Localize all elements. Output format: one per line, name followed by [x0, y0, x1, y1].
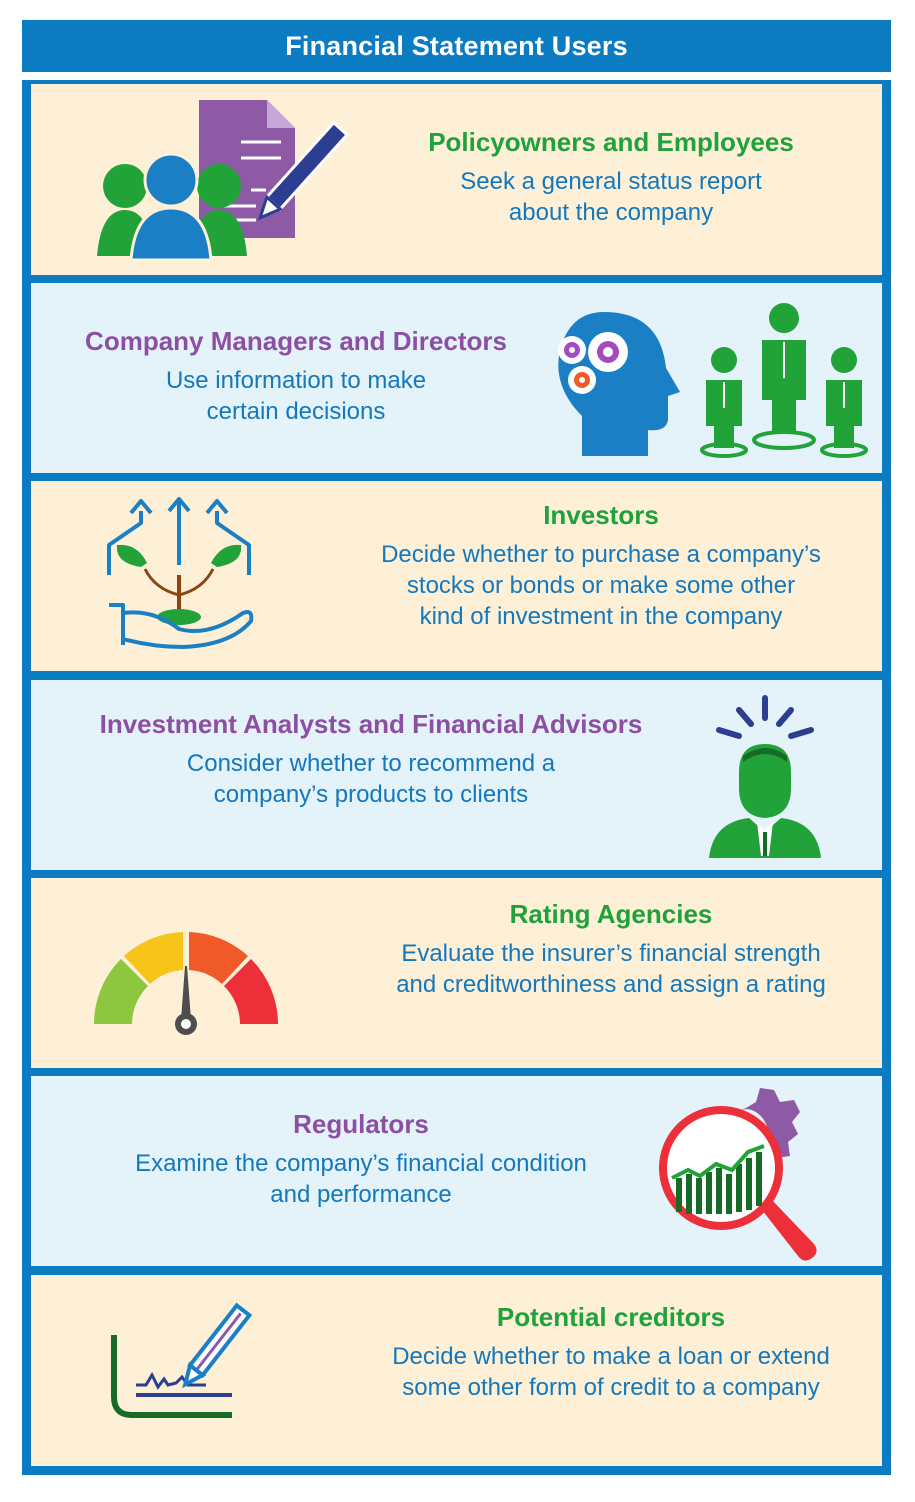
section-description: Consider whether to recommend a company’… — [51, 748, 691, 810]
description-line: Consider whether to recommend a — [186, 750, 556, 777]
section-heading: Potential creditors — [496, 1302, 726, 1332]
description-line: about the company — [508, 199, 714, 226]
description-line: Examine the company’s financial conditio… — [135, 1150, 587, 1177]
description-line: Decide whether to purchase a company’s — [381, 541, 821, 568]
description-line: kind of investment in the company — [419, 603, 783, 630]
section-heading: Company Managers and Directors — [85, 326, 507, 356]
section-text: Regulators Examine the company’s financi… — [71, 1108, 651, 1210]
page-title: Financial Statement Users — [285, 30, 628, 61]
section-potential-creditors: Potential creditors Decide whether to ma… — [31, 1275, 882, 1466]
description-line: certain decisions — [206, 398, 386, 425]
rating-gauge-icon — [94, 932, 278, 1035]
description-line: some other form of credit to a company — [402, 1374, 820, 1401]
signature-pen-icon — [111, 1302, 253, 1418]
description-line: Seek a general status report — [460, 168, 762, 195]
section-heading: Investors — [543, 500, 659, 530]
section-description: Decide whether to purchase a company’s s… — [336, 539, 866, 632]
section-regulators: Regulators Examine the company’s financi… — [31, 1076, 882, 1266]
section-heading: Investment Analysts and Financial Adviso… — [99, 709, 643, 739]
section-text: Rating Agencies Evaluate the insurer’s f… — [361, 898, 861, 1000]
description-line: Decide whether to make a loan or extend — [392, 1343, 830, 1370]
thinking-advisor-icon — [709, 695, 821, 858]
description-line: and creditworthiness and assign a rating — [396, 971, 826, 998]
section-analysts: Investment Analysts and Financial Adviso… — [31, 680, 882, 870]
section-rating-agencies: Rating Agencies Evaluate the insurer’s f… — [31, 878, 882, 1068]
description-line: company’s products to clients — [213, 781, 529, 808]
title-divider — [22, 72, 891, 80]
description-line: and performance — [270, 1181, 452, 1208]
description-line: Use information to make — [165, 367, 427, 394]
section-policyowners: Policyowners and Employees Seek a genera… — [31, 84, 882, 275]
magnifier-chart-gear-icon — [659, 1088, 817, 1261]
infographic-frame: Financial Statement Users — [22, 20, 891, 1475]
section-description: Evaluate the insurer’s financial strengt… — [361, 938, 861, 1000]
section-text: Investors Decide whether to purchase a c… — [336, 499, 866, 632]
section-heading: Rating Agencies — [509, 899, 713, 929]
section-description: Seek a general status report about the c… — [361, 166, 861, 228]
section-heading: Policyowners and Employees — [428, 127, 794, 157]
head-gears-icon — [558, 312, 680, 456]
section-text: Company Managers and Directors Use infor… — [51, 325, 541, 427]
section-description: Decide whether to make a loan or extend … — [351, 1341, 871, 1403]
section-text: Potential creditors Decide whether to ma… — [351, 1301, 871, 1403]
section-heading: Regulators — [293, 1109, 429, 1139]
section-managers: Company Managers and Directors Use infor… — [31, 283, 882, 473]
hand-plant-growth-icon — [107, 497, 254, 649]
section-investors: Investors Decide whether to purchase a c… — [31, 481, 882, 671]
people-document-pen-icon — [97, 100, 350, 262]
description-line: stocks or bonds or make some other — [406, 572, 796, 599]
section-description: Examine the company’s financial conditio… — [71, 1148, 651, 1210]
section-description: Use information to make certain decision… — [51, 365, 541, 427]
section-text: Policyowners and Employees Seek a genera… — [361, 126, 861, 228]
section-text: Investment Analysts and Financial Adviso… — [51, 708, 691, 810]
description-line: Evaluate the insurer’s financial strengt… — [401, 940, 821, 967]
business-leaders-icon — [700, 303, 868, 458]
title-bar: Financial Statement Users — [22, 20, 891, 72]
